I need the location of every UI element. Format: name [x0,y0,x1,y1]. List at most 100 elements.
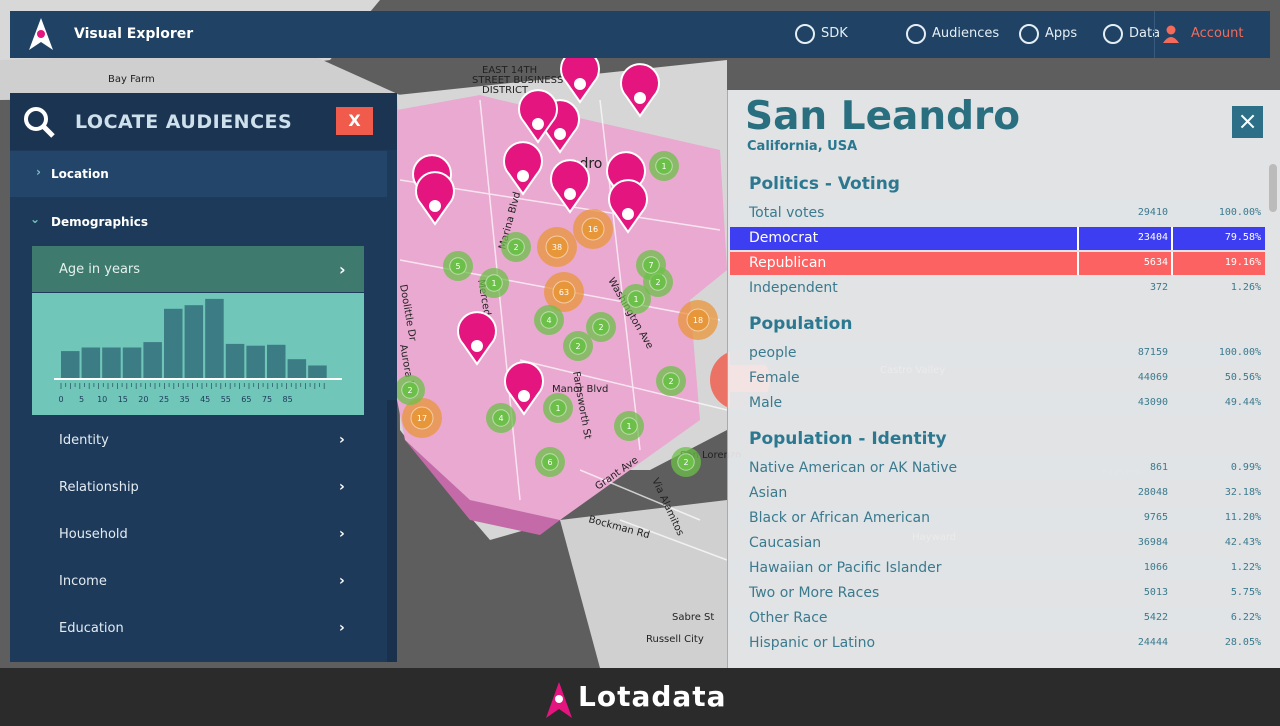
details-panel: San Leandro California, USA × Politics -… [727,90,1280,668]
demographics-row[interactable]: ⌄ Demographics [30,212,148,229]
histogram-bar [267,344,286,379]
cluster-core [507,238,525,256]
cluster-count: 18 [693,316,703,325]
nav-icon [1103,24,1123,44]
poi-marker [504,361,544,416]
nav-link[interactable]: Apps [1045,26,1078,41]
row-label: Asian [749,485,788,501]
row-percent: 100.00% [1218,207,1261,218]
cluster-count: 1 [491,279,496,288]
stat-row: Total votes 29410 100.00% [730,202,1265,225]
cluster-core [492,409,510,427]
close-button[interactable]: × [1232,106,1263,138]
footer-logo-icon [546,682,572,718]
cell-divider [1171,227,1173,250]
cluster-core [541,453,559,471]
poi-icon [622,208,634,220]
age-label: Age in years [59,262,141,277]
scrollbar [387,400,397,662]
cluster-count: 1 [626,422,631,431]
row-percent: 32.18% [1224,487,1261,498]
nav-link[interactable]: SDK [821,26,848,41]
cluster-count: 2 [598,323,603,332]
histogram-bar [122,347,142,379]
row-label: Caucasian [749,535,822,551]
stat-row: Male 43090 49.44% [730,392,1265,415]
poi-icon [634,92,646,104]
nav-icon [795,24,815,44]
cluster-count: 16 [588,225,598,234]
x-tick-label: 75 [262,395,272,404]
cell-divider [1077,227,1079,250]
row-count: 23404 [1137,232,1168,243]
row-count: 1066 [1143,562,1168,573]
cluster-count: 4 [498,414,503,423]
navbar: Visual Explorer SDK Audiences Apps Data Acc… [10,11,1270,58]
poi-icon [518,390,530,402]
poi-icon [554,128,566,140]
brand[interactable]: Visual Explorer [74,26,194,42]
menu-item[interactable]: Income [59,574,107,589]
nav-link[interactable]: Data [1129,26,1161,41]
cluster-count: 2 [668,377,673,386]
x-tick-label: 35 [180,395,190,404]
age-row[interactable]: Age in years › [32,246,364,292]
map-label: Russell City [646,634,704,645]
menu-item[interactable]: Household [59,527,128,542]
poi-marker [518,89,558,144]
x-tick-label: 55 [221,395,231,404]
menu-item[interactable]: Relationship [59,480,139,495]
section-title: Politics - Voting [749,174,900,194]
nav-link[interactable]: Audiences [932,26,1000,41]
row-count: 5422 [1143,612,1168,623]
cell-divider [1077,252,1079,275]
stat-row: people 87159 100.00% [730,342,1265,365]
histogram-bar [61,351,80,379]
cluster-count: 4 [546,316,551,325]
section-title: Population - Identity [749,429,947,449]
row-percent: 11.20% [1224,512,1261,523]
account-link[interactable]: Account [1191,26,1244,41]
menu-item[interactable]: Education [59,621,124,636]
cluster-core [677,453,695,471]
row-count: 372 [1149,282,1168,293]
row-percent: 28.05% [1224,637,1261,648]
histogram-bar [246,345,265,379]
cluster-count: 38 [552,243,562,252]
row-label: Hawaiian or Pacific Islander [749,560,942,576]
stat-row: Democrat 23404 79.58% [730,227,1265,250]
cluster-count: 63 [559,288,569,297]
row-label: Hispanic or Latino [749,635,876,651]
row-percent: 79.58% [1224,232,1261,243]
x-tick-label: 65 [241,395,251,404]
footer-logo: Lotadata [578,680,727,713]
stat-row: Hispanic or Latino 24444 28.05% [730,632,1265,655]
cluster-core [569,337,587,355]
stat-row: Two or More Races 5013 5.75% [730,582,1265,605]
search-icon [24,107,55,138]
cluster-count: 2 [683,458,688,467]
cluster-core [549,399,567,417]
age-histogram: 0 5 10 15 20 25 35 45 55 65 75 85 [32,293,364,415]
location-row[interactable]: › Location [10,151,387,197]
histogram-bar [205,298,224,379]
cluster-count: 5 [455,262,460,271]
map-label: San Lorenzo [680,450,741,461]
cluster-core [662,372,680,390]
cluster-core [686,308,710,332]
location-label: Location [51,167,109,181]
cluster-count: 2 [407,386,412,395]
cluster-core [627,290,645,308]
cluster-core [410,406,434,430]
x-tick-label: 20 [138,395,148,404]
stat-row: Asian 28048 32.18% [730,482,1265,505]
panel-header [10,93,397,150]
stat-row: Native American or AK Native 861 0.99% [730,457,1265,480]
menu-item[interactable]: Identity [59,433,109,448]
cluster-core [401,381,419,399]
city-title: San Leandro [745,94,1021,139]
row-percent: 19.16% [1224,257,1261,268]
close-button[interactable]: X [336,107,373,135]
nav-icon [906,24,926,44]
row-label: Native American or AK Native [749,460,958,476]
